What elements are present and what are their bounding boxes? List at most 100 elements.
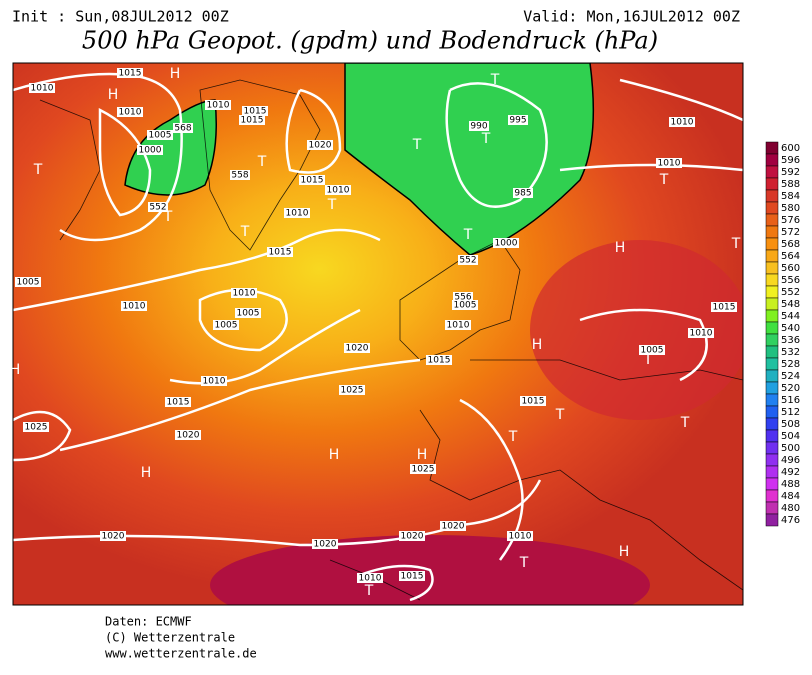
isobar-label: 1005 xyxy=(454,301,477,311)
pressure-center: T xyxy=(731,236,741,252)
pressure-center: H xyxy=(10,362,21,378)
colorbar-label: 600 xyxy=(781,143,800,154)
colorbar-band xyxy=(765,465,779,479)
colorbar-band xyxy=(765,369,779,383)
isobar-label-box xyxy=(173,123,193,133)
isobar-label: 568 xyxy=(174,124,191,134)
map xyxy=(13,63,743,605)
colorbar-label: 572 xyxy=(781,227,800,238)
isobar-label: 1010 xyxy=(359,574,382,584)
colorbar-band xyxy=(765,189,779,203)
colorbar-band xyxy=(765,381,779,395)
isobar-label-box xyxy=(175,430,201,440)
colorbar-label: 544 xyxy=(781,311,800,322)
footer-line: Daten: ECMWF xyxy=(105,615,192,629)
isobar-label: 1010 xyxy=(286,209,309,219)
isobar-label-box xyxy=(440,521,466,531)
pressure-center: H xyxy=(329,447,340,463)
colorbar-band xyxy=(765,225,779,239)
isobar-label: 1015 xyxy=(269,248,292,258)
isobar-label-box xyxy=(117,68,143,78)
colorbar-band xyxy=(765,477,779,491)
pressure-center: T xyxy=(364,583,374,599)
pressure-center: T xyxy=(555,407,565,423)
colorbar-band xyxy=(765,501,779,515)
isobar-label-box xyxy=(312,539,338,549)
isobar-label-box xyxy=(100,531,126,541)
isobar-label: 1020 xyxy=(309,141,332,151)
isobar-label: 1010 xyxy=(658,159,681,169)
colorbar: 6005965925885845805765725685645605565525… xyxy=(765,141,800,527)
colorbar-label: 596 xyxy=(781,155,800,166)
isobar-label: 1005 xyxy=(641,346,664,356)
isobar-label: 1020 xyxy=(102,532,125,542)
colorbar-label: 576 xyxy=(781,215,800,226)
colorbar-label: 500 xyxy=(781,443,800,454)
pressure-center: T xyxy=(490,72,500,88)
colorbar-label: 516 xyxy=(781,395,800,406)
colorbar-label: 592 xyxy=(781,167,800,178)
isobar-label-box xyxy=(230,170,250,180)
colorbar-label: 508 xyxy=(781,419,800,430)
isobar-label-box xyxy=(493,238,519,248)
pressure-center: T xyxy=(163,209,173,225)
isobar-label-box xyxy=(165,397,191,407)
isobar-label: 558 xyxy=(231,171,248,181)
pressure-center: T xyxy=(643,352,653,368)
colorbar-label: 540 xyxy=(781,323,800,334)
isobar-label: 1015 xyxy=(522,397,545,407)
colorbar-band xyxy=(765,237,779,251)
isobar-label-box xyxy=(445,320,471,330)
isobar-label: 1010 xyxy=(447,321,470,331)
isobar-label-box xyxy=(520,396,546,406)
isobar-label: 1000 xyxy=(495,239,518,249)
isobar-label-box xyxy=(399,571,425,581)
isobar-label: 985 xyxy=(514,189,531,199)
colorbar-band xyxy=(765,273,779,287)
isobar-label: 1005 xyxy=(149,131,172,141)
colorbar-band xyxy=(765,213,779,227)
colorbar-label: 584 xyxy=(781,191,800,202)
isobar-label-box xyxy=(507,531,533,541)
isobar-label: 552 xyxy=(459,256,476,266)
pressure-center: T xyxy=(508,429,518,445)
isobar-label: 1005 xyxy=(17,278,40,288)
colorbar-label: 492 xyxy=(781,467,800,478)
pressure-center: T xyxy=(412,137,422,153)
isobar-label: 556 xyxy=(454,293,471,303)
colorbar-band xyxy=(765,405,779,419)
pressure-center: T xyxy=(33,162,43,178)
colorbar-band xyxy=(765,261,779,275)
isobar-label-box xyxy=(267,247,293,257)
footer-line: (C) Wetterzentrale xyxy=(105,631,235,645)
isobar-label: 1010 xyxy=(509,532,532,542)
isobar-label-box xyxy=(231,288,257,298)
colorbar-label: 520 xyxy=(781,383,800,394)
isobar-label-box xyxy=(669,117,695,127)
colorbar-band xyxy=(765,333,779,347)
valid-time: Valid: Mon,16JUL2012 00Z xyxy=(523,8,740,26)
colorbar-band xyxy=(765,393,779,407)
colorbar-band xyxy=(765,417,779,431)
isobar-label: 995 xyxy=(509,116,526,126)
isobar-label: 1015 xyxy=(401,572,424,582)
isobar-label-box xyxy=(410,464,436,474)
isobar-label-box xyxy=(656,158,682,168)
pressure-center: T xyxy=(481,131,491,147)
isobar-label: 1010 xyxy=(207,101,230,111)
colorbar-label: 496 xyxy=(781,455,800,466)
isobar-label: 1010 xyxy=(671,118,694,128)
colorbar-label: 480 xyxy=(781,503,800,514)
colorbar-label: 532 xyxy=(781,347,800,358)
colorbar-band xyxy=(765,429,779,443)
isobar-label-box xyxy=(148,202,168,212)
pressure-center: H xyxy=(141,465,152,481)
pressure-center: T xyxy=(240,224,250,240)
colorbar-label: 560 xyxy=(781,263,800,274)
isobar-label-box xyxy=(137,145,163,155)
pressure-center: H xyxy=(619,544,630,560)
colorbar-band xyxy=(765,249,779,263)
colorbar-label: 552 xyxy=(781,287,800,298)
isobar-label-box xyxy=(201,376,227,386)
isobar-label: 1010 xyxy=(327,186,350,196)
